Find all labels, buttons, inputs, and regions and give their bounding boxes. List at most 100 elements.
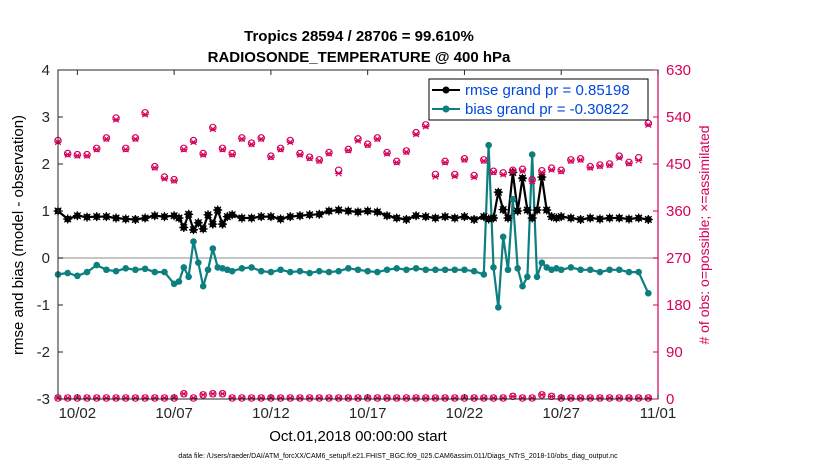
- x-tick-label: 11/01: [640, 405, 676, 422]
- y-tick-label: -1: [37, 297, 50, 314]
- obs-count-point: [402, 147, 411, 156]
- rmse-point: [556, 212, 566, 222]
- rmse-point: [305, 210, 315, 220]
- obs-count-point: [460, 155, 469, 164]
- y-tick-label: -2: [37, 344, 50, 361]
- obs-count-point: [489, 167, 498, 176]
- bias-point: [286, 268, 294, 276]
- chart-title: Tropics 28594 / 28706 = 99.610%: [244, 28, 474, 45]
- bias-point: [538, 259, 546, 267]
- obs-count-point: [305, 153, 314, 162]
- obs-count-point: [451, 170, 459, 180]
- y-tick-label: -3: [37, 391, 50, 408]
- rmse-point: [159, 212, 169, 222]
- bias-point: [199, 282, 207, 290]
- bias-point: [393, 265, 401, 272]
- rmse-point: [537, 172, 547, 182]
- bias-point: [64, 269, 71, 277]
- bias-point: [325, 268, 333, 276]
- bias-point: [204, 266, 212, 274]
- obs-count-bottom-point: [180, 390, 188, 398]
- obs-count-point: [102, 134, 111, 143]
- y-tick-label: 1: [42, 203, 50, 220]
- obs-count-bottom-point: [489, 394, 498, 402]
- axes: -3 -2 -1 0 1 2 3 4 0 90 180 270 360 450 540 630 10/02 10/…: [37, 62, 691, 422]
- rmse-point: [324, 206, 334, 216]
- bias-point: [514, 265, 521, 272]
- rmse-point: [184, 209, 194, 219]
- rmse-point: [493, 187, 503, 197]
- bias-point: [103, 266, 110, 274]
- obs-count-point: [73, 150, 82, 159]
- obs-count-bottom-point: [199, 391, 207, 399]
- rmse-point: [121, 214, 131, 224]
- obs-count-point: [586, 162, 595, 171]
- obs-count-point: [605, 160, 614, 169]
- bias-point: [277, 266, 284, 274]
- obs-count-bottom-point: [605, 394, 614, 402]
- bias-point: [519, 282, 526, 290]
- obs-count-point: [615, 152, 624, 161]
- obs-count-bottom-point: [325, 394, 333, 402]
- data-file-footer: data file: /Users/raeder/DAI/ATM_forcXX/…: [178, 453, 618, 460]
- rmse-point: [430, 213, 440, 223]
- rmse-point: [392, 213, 402, 223]
- bias-point: [451, 266, 459, 274]
- obs-count-bottom-point: [315, 394, 324, 402]
- bias-point: [132, 266, 139, 274]
- legend-rmse-label: rmse grand pr = 0.85198: [465, 82, 630, 99]
- x-tick-label: 10/02: [59, 405, 97, 422]
- bias-point: [315, 267, 323, 275]
- rmse-point: [101, 212, 111, 222]
- plot-background: [58, 70, 658, 399]
- rmse-point: [218, 219, 228, 229]
- rmse-point: [576, 214, 586, 224]
- bias-point: [175, 278, 183, 285]
- obs-count-point: [431, 170, 440, 180]
- obs-count-point: [576, 155, 585, 164]
- bias-point: [645, 289, 652, 297]
- rmse-point: [266, 212, 276, 222]
- bias-point: [412, 265, 420, 272]
- obs-count-point: [325, 148, 333, 157]
- obs-count-point: [189, 136, 198, 146]
- obs-count-bottom-point: [112, 394, 120, 402]
- bias-point: [122, 265, 130, 272]
- bias-point: [432, 266, 439, 274]
- rmse-point: [237, 213, 247, 223]
- obs-count-bottom-point: [286, 394, 295, 402]
- obs-count-point: [160, 173, 169, 182]
- rmse-point: [193, 218, 203, 228]
- bias-point: [383, 266, 391, 274]
- obs-count-point: [121, 144, 130, 153]
- rmse-point: [353, 207, 363, 217]
- obs-count-point: [538, 167, 546, 176]
- bias-point: [524, 273, 531, 281]
- obs-count-point: [257, 134, 265, 143]
- y2-tick-label: 360: [666, 203, 691, 220]
- bias-point: [257, 267, 265, 275]
- rmse-point: [518, 173, 528, 183]
- obs-count-bottom-point: [480, 394, 488, 402]
- bias-point: [470, 267, 478, 275]
- bias-point: [374, 268, 381, 276]
- rmse-point: [150, 211, 160, 221]
- obs-count-bottom-point: [218, 390, 227, 398]
- rmse-point: [72, 211, 82, 221]
- obs-count-bottom-point: [402, 394, 411, 402]
- bias-point: [335, 267, 342, 275]
- rmse-point: [411, 211, 421, 221]
- bias-point: [625, 268, 633, 276]
- obs-count-point: [286, 136, 295, 146]
- rmse-point: [643, 214, 653, 224]
- obs-count-point: [373, 134, 382, 143]
- rmse-point: [208, 219, 218, 229]
- bias-point: [112, 267, 120, 275]
- bias-point: [161, 268, 168, 276]
- obs-count-bottom-point: [451, 394, 459, 402]
- y-tick-label: 0: [42, 250, 50, 267]
- plot-area: [58, 70, 658, 399]
- bias-point: [354, 266, 362, 274]
- obs-count-bottom-point: [334, 394, 343, 402]
- legend-rmse-marker: [442, 86, 450, 94]
